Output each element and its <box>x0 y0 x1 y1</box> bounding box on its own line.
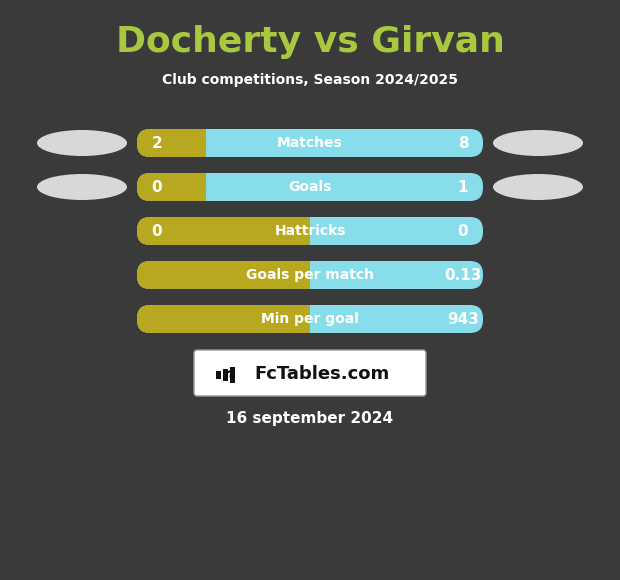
Bar <box>193 129 206 157</box>
Text: 0.13: 0.13 <box>445 267 482 282</box>
Ellipse shape <box>493 130 583 156</box>
Text: 8: 8 <box>458 136 468 150</box>
Text: 0: 0 <box>152 223 162 238</box>
Text: Min per goal: Min per goal <box>261 312 359 326</box>
Text: 0: 0 <box>152 179 162 194</box>
Text: Docherty vs Girvan: Docherty vs Girvan <box>115 25 505 59</box>
Text: 1: 1 <box>458 179 468 194</box>
FancyBboxPatch shape <box>137 217 310 245</box>
Text: 943: 943 <box>447 311 479 327</box>
Ellipse shape <box>493 174 583 200</box>
FancyBboxPatch shape <box>137 217 483 245</box>
Text: 0: 0 <box>458 223 468 238</box>
Bar <box>297 305 310 333</box>
FancyBboxPatch shape <box>137 129 206 157</box>
Ellipse shape <box>37 174 127 200</box>
FancyBboxPatch shape <box>137 305 310 333</box>
FancyBboxPatch shape <box>137 129 483 157</box>
Bar <box>223 369 228 381</box>
Text: Club competitions, Season 2024/2025: Club competitions, Season 2024/2025 <box>162 73 458 87</box>
FancyBboxPatch shape <box>137 261 310 289</box>
FancyBboxPatch shape <box>137 261 483 289</box>
FancyBboxPatch shape <box>137 173 206 201</box>
Text: FcTables.com: FcTables.com <box>254 365 389 383</box>
Text: Matches: Matches <box>277 136 343 150</box>
Bar <box>230 367 235 383</box>
Text: Goals per match: Goals per match <box>246 268 374 282</box>
Bar <box>297 217 310 245</box>
FancyBboxPatch shape <box>194 350 426 396</box>
FancyBboxPatch shape <box>137 305 483 333</box>
Text: Goals: Goals <box>288 180 332 194</box>
Bar <box>297 261 310 289</box>
FancyBboxPatch shape <box>137 173 483 201</box>
Text: 16 september 2024: 16 september 2024 <box>226 411 394 426</box>
Bar <box>193 173 206 201</box>
Ellipse shape <box>37 130 127 156</box>
Text: Hattricks: Hattricks <box>274 224 346 238</box>
Bar <box>216 371 221 379</box>
Text: 2: 2 <box>152 136 162 150</box>
